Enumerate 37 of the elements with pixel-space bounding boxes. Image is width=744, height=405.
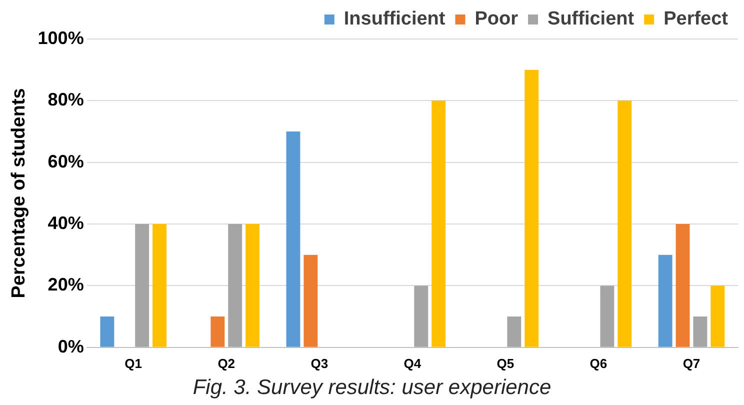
- legend-label: Sufficient: [548, 8, 635, 30]
- y-tick-label: 20%: [48, 274, 84, 295]
- bar: [658, 254, 672, 347]
- bar: [304, 254, 318, 347]
- bar: [414, 286, 428, 347]
- bar: [524, 70, 539, 347]
- y-tick-label: 40%: [48, 213, 84, 234]
- bar: [693, 316, 708, 347]
- y-tick-label: 100%: [38, 28, 84, 48]
- bar: [618, 100, 632, 347]
- bar: [507, 316, 522, 347]
- y-axis-title: Percentage of students: [8, 88, 30, 298]
- bar: [210, 316, 225, 347]
- x-tick-label: Q6: [590, 356, 608, 371]
- y-tick-label: 60%: [48, 151, 84, 172]
- x-tick-label: Q3: [310, 356, 328, 371]
- x-tick-label: Q7: [682, 356, 700, 371]
- x-tick-label: Q4: [404, 356, 422, 371]
- x-tick-label: Q1: [124, 356, 142, 371]
- y-tick-label: 0%: [58, 336, 84, 356]
- legend-label: Insufficient: [344, 8, 446, 30]
- bar: [676, 224, 690, 347]
- bar: [135, 224, 150, 347]
- bar: [246, 224, 260, 347]
- bar: [228, 224, 242, 347]
- bar: [100, 316, 114, 347]
- bar: [600, 286, 614, 347]
- bar: [432, 100, 446, 347]
- caption: Fig. 3. Survey results: user experience: [192, 375, 552, 401]
- y-tick-label: 80%: [48, 90, 84, 110]
- bar: [286, 132, 300, 347]
- x-tick-label: Q5: [496, 356, 514, 371]
- bar: [152, 224, 166, 347]
- legend-label: Perfect: [664, 8, 729, 30]
- bar: [710, 286, 725, 347]
- legend-label: Poor: [474, 8, 519, 30]
- x-tick-label: Q2: [218, 356, 236, 371]
